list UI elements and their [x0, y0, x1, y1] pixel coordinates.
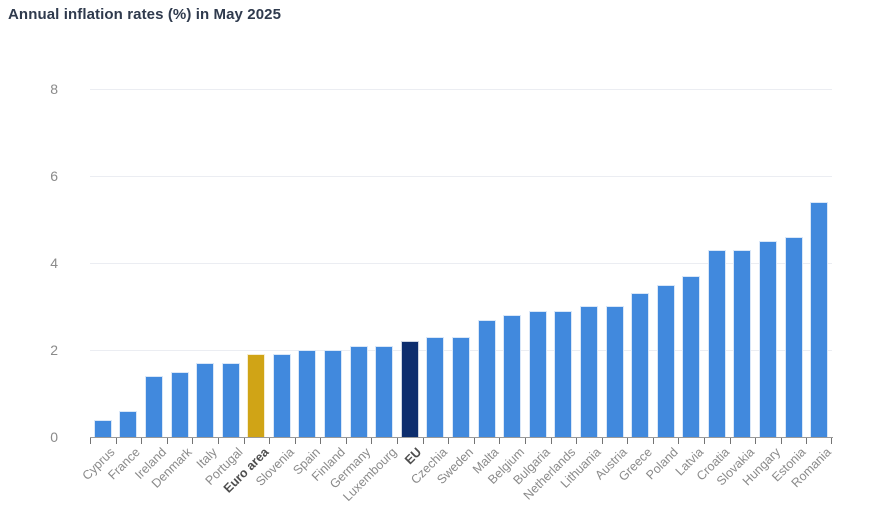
- axis-tick: [755, 438, 756, 444]
- y-axis-labels: 0 2 4 6 8: [0, 81, 58, 445]
- axis-tick: [602, 438, 603, 444]
- y-axis-label: 8: [50, 81, 58, 97]
- axis-tick: [730, 438, 731, 444]
- bar-eu[interactable]: [401, 341, 419, 437]
- axis-tick: [269, 438, 270, 444]
- axis-tick: [704, 438, 705, 444]
- axis-tick: [627, 438, 628, 444]
- x-axis-line: [90, 437, 833, 438]
- bar-slovenia[interactable]: [273, 354, 291, 437]
- y-axis-label: 0: [50, 429, 58, 445]
- axis-tick: [371, 438, 372, 444]
- axis-tick: [167, 438, 168, 444]
- bar-lithuania[interactable]: [580, 306, 598, 437]
- bar-ireland[interactable]: [145, 376, 163, 437]
- bar-croatia[interactable]: [708, 250, 726, 437]
- bar-belgium[interactable]: [503, 315, 521, 437]
- axis-tick: [551, 438, 552, 444]
- bar-hungary[interactable]: [759, 241, 777, 437]
- bar-sweden[interactable]: [452, 337, 470, 437]
- gridline-8: [90, 89, 832, 90]
- bar-portugal[interactable]: [222, 363, 240, 437]
- bar-france[interactable]: [119, 411, 137, 437]
- axis-tick: [781, 438, 782, 444]
- gridline-4: [90, 263, 832, 264]
- y-axis-label: 2: [50, 342, 58, 358]
- bar-netherlands[interactable]: [554, 311, 572, 437]
- bar-poland[interactable]: [657, 285, 675, 437]
- axis-tick: [678, 438, 679, 444]
- axis-tick: [218, 438, 219, 444]
- axis-tick: [806, 438, 807, 444]
- axis-tick: [397, 438, 398, 444]
- bar-italy[interactable]: [196, 363, 214, 437]
- axis-tick: [831, 438, 832, 444]
- bar-greece[interactable]: [631, 293, 649, 437]
- axis-tick: [90, 438, 91, 444]
- bar-slovakia[interactable]: [733, 250, 751, 437]
- axis-tick: [295, 438, 296, 444]
- bar-germany[interactable]: [350, 346, 368, 437]
- bar-czechia[interactable]: [426, 337, 444, 437]
- axis-tick: [192, 438, 193, 444]
- gridline-6: [90, 176, 832, 177]
- axis-tick: [116, 438, 117, 444]
- bar-cyprus[interactable]: [94, 420, 112, 437]
- axis-tick: [346, 438, 347, 444]
- bar-euro-area[interactable]: [247, 354, 265, 437]
- y-axis-label: 6: [50, 168, 58, 184]
- axis-tick: [320, 438, 321, 444]
- bar-romania[interactable]: [810, 202, 828, 437]
- plot-area: [90, 89, 832, 437]
- y-axis-label: 4: [50, 255, 58, 271]
- axis-tick: [474, 438, 475, 444]
- bar-finland[interactable]: [324, 350, 342, 437]
- bar-spain[interactable]: [298, 350, 316, 437]
- axis-tick: [653, 438, 654, 444]
- axis-tick: [576, 438, 577, 444]
- axis-tick: [423, 438, 424, 444]
- axis-tick: [525, 438, 526, 444]
- axis-tick: [244, 438, 245, 444]
- axis-tick: [499, 438, 500, 444]
- bar-denmark[interactable]: [171, 372, 189, 437]
- x-axis-ticks: [90, 438, 833, 444]
- axis-tick: [448, 438, 449, 444]
- axis-tick: [141, 438, 142, 444]
- bar-luxembourg[interactable]: [375, 346, 393, 437]
- bar-latvia[interactable]: [682, 276, 700, 437]
- bar-austria[interactable]: [606, 306, 624, 437]
- bar-estonia[interactable]: [785, 237, 803, 437]
- bar-malta[interactable]: [478, 320, 496, 437]
- chart-title: Annual inflation rates (%) in May 2025: [8, 6, 282, 23]
- bar-bulgaria[interactable]: [529, 311, 547, 437]
